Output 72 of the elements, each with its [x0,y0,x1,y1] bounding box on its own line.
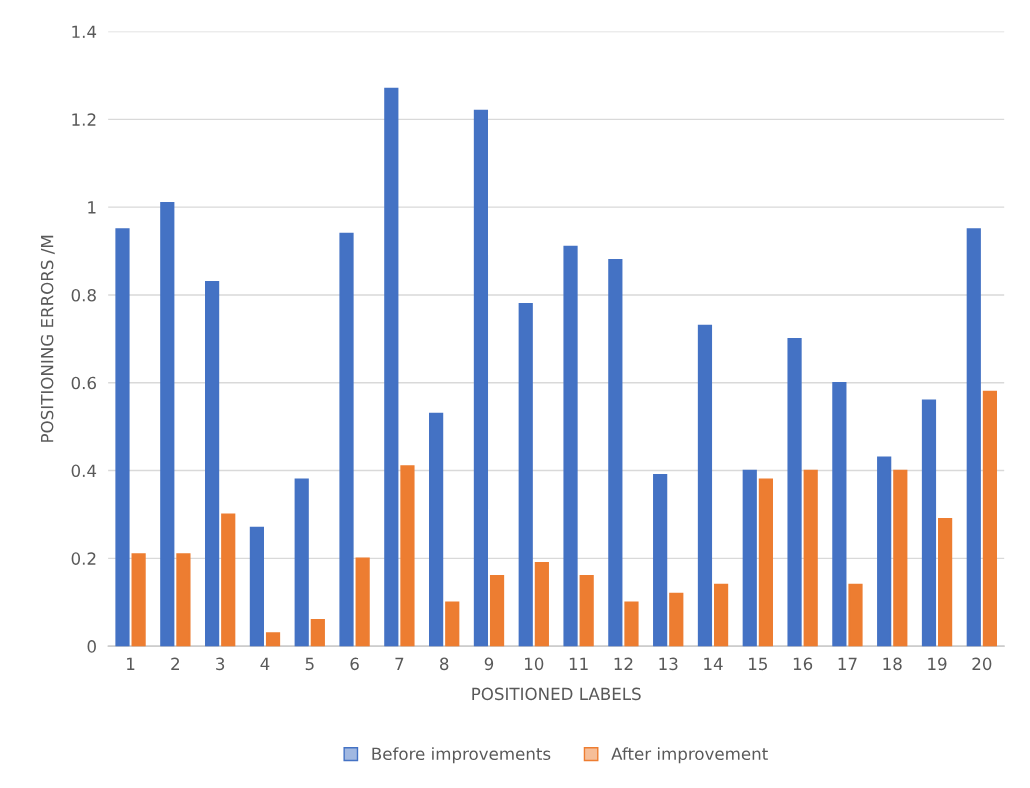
y-tick-label: 1.4 [72,25,97,38]
bar [115,228,130,647]
y-axis-title: POSITIONING ERRORS /M [40,235,55,442]
bar [803,469,818,647]
bar [937,518,953,647]
y-tick-label: 0.2 [71,552,96,565]
bar [982,390,998,647]
bar [445,601,460,647]
bar [294,478,309,647]
y-tick-label: 1.2 [72,113,96,126]
x-tick-label: 5 [305,657,314,671]
bar [697,324,713,647]
bar [310,618,325,647]
bar [204,280,220,647]
x-tick-label: 3 [216,657,225,671]
y-tick-label: 0.4 [71,464,97,478]
x-tick-label: 6 [350,657,359,671]
bar [355,557,370,647]
x-tick-label: 14 [704,657,723,670]
bar [473,109,489,647]
y-tick-label: 0 [87,640,96,653]
bar [653,474,668,647]
bar [400,465,415,647]
x-tick-label: 15 [749,657,767,671]
x-tick-label: 1 [127,657,135,670]
x-tick-label: 11 [569,657,588,670]
x-tick-label: 12 [614,657,633,670]
x-tick-label: 20 [972,657,992,671]
y-tick-label: 1 [88,201,96,214]
x-tick-label: 2 [171,657,179,670]
bar [877,456,892,647]
x-tick-label: 4 [260,657,270,670]
bar [758,478,773,647]
bar [787,338,802,647]
bar [534,561,549,647]
bar [563,245,578,647]
bar [713,583,729,647]
bar [249,526,265,647]
bar [339,232,354,647]
x-axis-title: POSITIONED LABELS [472,687,641,701]
y-tick-label: 0.6 [71,376,96,390]
x-tick-label: 9 [484,657,494,671]
bar [579,575,594,647]
bar [832,381,847,647]
bar [160,201,175,647]
x-tick-label: 7 [395,657,404,670]
bar [608,258,623,647]
bar [384,87,399,647]
bar [518,302,533,647]
bar [742,469,757,647]
bar [265,632,281,647]
x-tick-label: 16 [793,657,813,671]
legend-label: Before improvements [372,747,551,764]
bar [848,583,863,647]
bar [489,575,505,647]
x-tick-label: 17 [838,657,857,670]
bar [921,399,937,647]
bar [221,513,236,647]
bar [966,228,981,647]
x-tick-label: 8 [440,657,449,671]
bar [893,469,908,647]
bar [131,553,146,647]
x-tick-label: 13 [659,657,678,671]
x-tick-label: 19 [928,657,947,671]
bar [624,601,639,647]
bar [429,412,444,647]
legend-label: After improvement [611,747,768,764]
x-tick-label: 10 [525,657,544,671]
y-tick-label: 0.8 [71,288,96,302]
bar [176,553,191,647]
bar [669,592,684,647]
x-tick-label: 18 [883,657,902,671]
